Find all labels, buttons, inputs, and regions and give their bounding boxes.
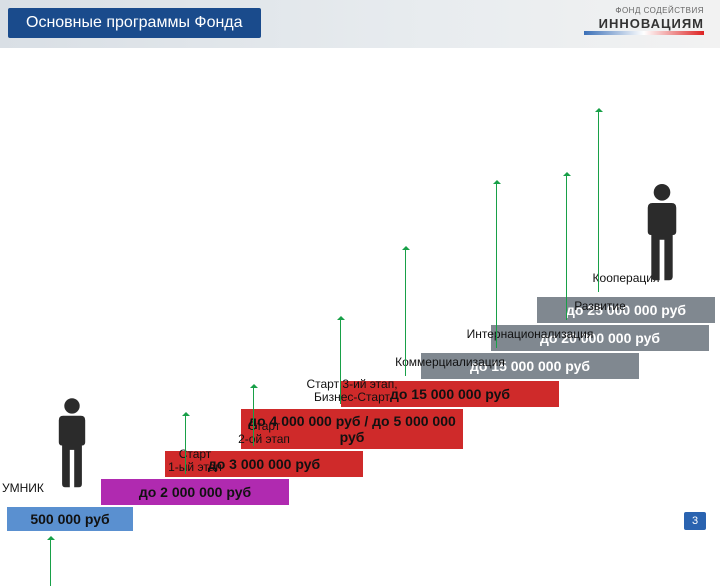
arrow-icon [566,174,567,320]
page-number: 3 [684,512,706,530]
arrow-icon [340,318,341,404]
step-1: Старт 1-ый этапдо 2 000 000 руб [100,478,290,506]
step-label: Кооперация [536,272,716,285]
logo-line-2: ИННОВАЦИЯМ [584,16,704,32]
step-label: Старт 2-ой этап [164,420,364,446]
step-label: Интернационализация [420,328,640,341]
arrow-icon [185,414,186,474]
diagram-stage: УМНИК500 000 рубСтарт 1-ый этапдо 2 000 … [0,48,720,540]
step-label: Старт 1-ый этап [100,448,290,474]
arrow-icon [405,248,406,376]
header: Основные программы Фонда ФОНД СОДЕЙСТВИЯ… [0,0,720,48]
step-label: Старт 3-ий этап, Бизнес-Старт [240,378,464,404]
arrow-icon [598,110,599,292]
arrow-icon [50,538,51,586]
logo-line-1: ФОНД СОДЕЙСТВИЯ [584,6,704,16]
person-icon [50,396,94,506]
step-amount: 500 000 руб [6,506,134,532]
arrow-icon [253,386,254,446]
step-0: УМНИК500 000 руб [6,506,134,532]
step-label: Развитие [490,300,710,313]
arrow-icon [496,182,497,348]
step-amount: до 2 000 000 руб [100,478,290,506]
person-icon [638,182,686,301]
page-title: Основные программы Фонда [8,8,261,38]
logo: ФОНД СОДЕЙСТВИЯ ИННОВАЦИЯМ [584,6,704,35]
step-label: Коммерциализация [340,356,560,369]
logo-bar [584,31,704,35]
